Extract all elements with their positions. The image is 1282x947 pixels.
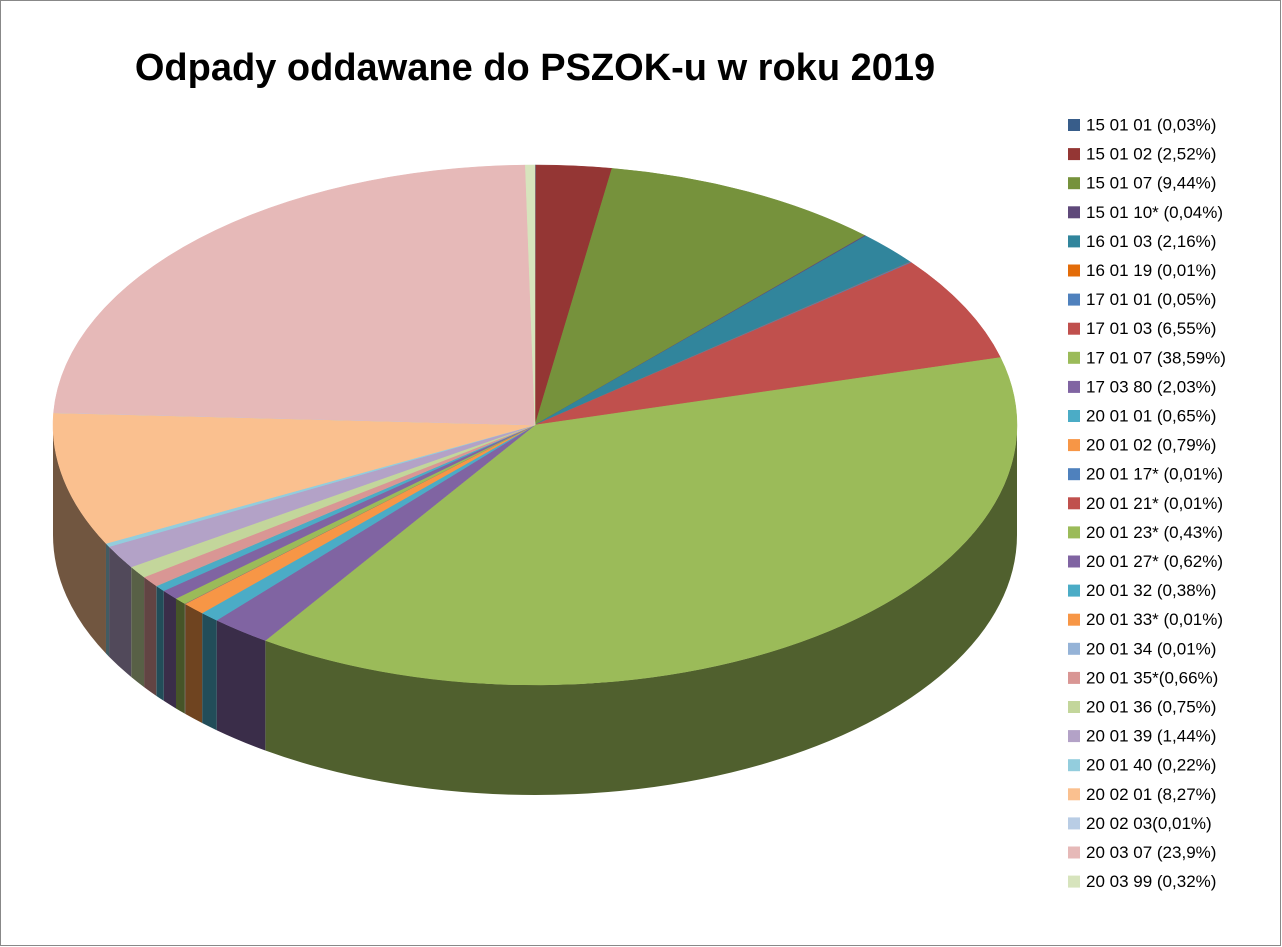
legend-swatch — [1068, 701, 1080, 713]
legend-swatch — [1068, 293, 1080, 306]
legend-label: 17 01 01 (0,05%) — [1086, 290, 1216, 309]
legend-swatch — [1068, 177, 1080, 190]
pie-tops — [52, 164, 1018, 686]
pie-slice-side — [185, 603, 203, 724]
legend-label: 20 01 39 (1,44%) — [1086, 727, 1216, 746]
legend-swatch — [1068, 759, 1080, 772]
legend-label: 20 01 34 (0,01%) — [1086, 639, 1216, 658]
legend-label: 20 03 07 (23,9%) — [1086, 843, 1216, 862]
pie-slice-side — [109, 546, 132, 677]
pie-slice — [534, 262, 1001, 426]
legend-swatch — [1068, 526, 1080, 539]
legend-swatch — [1068, 380, 1080, 393]
chart-title: Odpady oddawane do PSZOK-u w roku 2019 — [135, 47, 935, 89]
legend-swatch — [1068, 788, 1080, 801]
legend-label: 20 02 01 (8,27%) — [1086, 785, 1216, 804]
legend-label: 15 01 10* (0,04%) — [1086, 203, 1223, 222]
pie-slice-side — [163, 590, 176, 709]
pie-slice-side — [216, 620, 266, 751]
legend-swatch — [1068, 497, 1080, 510]
legend-label: 20 01 21* (0,01%) — [1086, 494, 1223, 513]
legend-label: 16 01 19 (0,01%) — [1086, 261, 1216, 280]
legend-swatch — [1068, 439, 1080, 452]
legend-swatch — [1068, 264, 1080, 277]
legend-label: 17 03 80 (2,03%) — [1086, 377, 1216, 396]
legend-swatch — [1068, 584, 1080, 597]
legend-label: 17 01 03 (6,55%) — [1086, 319, 1216, 338]
legend-swatch — [1068, 235, 1080, 248]
legend-label: 20 01 23* (0,43%) — [1086, 523, 1223, 542]
legend-swatch — [1068, 119, 1080, 131]
legend-swatch — [1068, 206, 1080, 219]
pie-slice-side — [156, 585, 164, 701]
legend-swatch — [1068, 846, 1080, 859]
legend-label: 20 01 35*(0,66%) — [1086, 668, 1218, 687]
legend-label: 20 01 02 (0,79%) — [1086, 436, 1216, 455]
legend-swatch — [1068, 642, 1080, 655]
legend-label: 17 01 07 (38,59%) — [1086, 348, 1226, 367]
pie-slice-side — [53, 425, 106, 654]
legend-label: 15 01 07 (9,44%) — [1086, 174, 1216, 193]
legend: 15 01 01 (0,03%) 15 01 02 (2,52%) 15 01 07… — [1068, 115, 1226, 891]
legend-swatch — [1068, 730, 1080, 743]
legend-label: 20 01 27* (0,62%) — [1086, 552, 1223, 571]
legend-label: 16 01 03 (2,16%) — [1086, 232, 1216, 251]
legend-label: 20 01 17* (0,01%) — [1086, 465, 1223, 484]
legend-label: 15 01 01 (0,03%) — [1086, 115, 1216, 134]
pie-slice-side — [265, 425, 1017, 795]
pie-slice — [53, 164, 536, 426]
pie-slice — [264, 357, 1018, 686]
legend-swatch — [1068, 875, 1080, 888]
pie-slice-side — [105, 543, 110, 657]
pie-slice-side — [175, 598, 185, 714]
legend-label: 20 01 01 (0,65%) — [1086, 406, 1216, 425]
legend-swatch — [1068, 351, 1080, 364]
legend-swatch — [1068, 671, 1080, 684]
legend-label: 20 01 40 (0,22%) — [1086, 756, 1216, 775]
legend-label: 20 01 33* (0,01%) — [1086, 610, 1223, 629]
pie-slice — [525, 164, 536, 426]
legend-swatch — [1068, 555, 1080, 568]
legend-swatch — [1068, 410, 1080, 422]
pie-slice — [52, 412, 536, 544]
pie-slice — [534, 168, 866, 426]
legend-swatch — [1068, 613, 1080, 626]
legend-swatch — [1068, 322, 1080, 335]
legend-swatch — [1068, 468, 1080, 481]
pie-slice-side — [202, 613, 217, 731]
legend-label: 20 02 03(0,01%) — [1086, 814, 1212, 833]
legend-label: 20 01 32 (0,38%) — [1086, 581, 1216, 600]
legend-label: 20 03 99 (0,32%) — [1086, 872, 1216, 891]
pie-slice-side — [131, 566, 145, 688]
legend-label: 15 01 02 (2,52%) — [1086, 145, 1216, 164]
legend-swatch — [1068, 148, 1080, 161]
legend-label: 20 01 36 (0,75%) — [1086, 697, 1216, 716]
pie-slice-side — [144, 577, 157, 696]
legend-swatch — [1068, 817, 1080, 830]
pie-sides — [53, 425, 1017, 795]
